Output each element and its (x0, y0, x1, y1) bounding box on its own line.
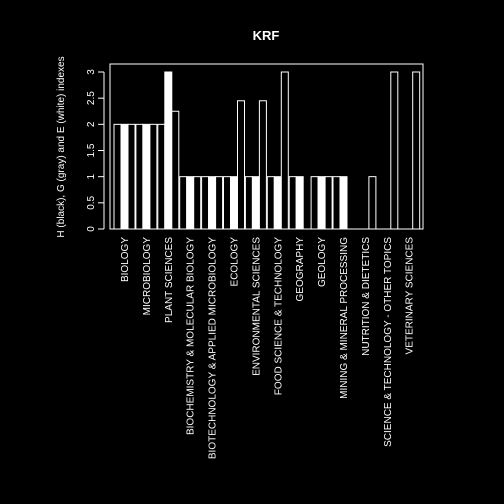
bar-g-1 (142, 123, 151, 230)
x-category-label-2: PLANT SCIENCES (164, 237, 175, 323)
bar-e-6 (258, 100, 267, 230)
bar-h-1 (135, 123, 144, 230)
bar-g-0 (120, 123, 129, 230)
bar-e-9 (324, 176, 333, 230)
y-axis: 0 0.5 1 1.5 2 2.5 3 (86, 69, 105, 232)
bar-h-7 (266, 176, 275, 230)
bar-h-10 (332, 176, 341, 230)
bar-g-6 (251, 176, 260, 230)
bar-h-5 (223, 176, 231, 230)
x-category-label-5: ECOLOGY (230, 237, 241, 287)
bar-e-1 (149, 123, 158, 230)
x-axis-labels: BIOLOGY MICROBIOLOGY PLANT SCIENCES BIOCHEM… (120, 237, 416, 459)
bar-e-13 (412, 71, 421, 230)
x-category-label-0: BIOLOGY (120, 237, 131, 282)
plot-frame (109, 63, 424, 230)
x-category-label-4: BIOTECHNOLOGY & APPLIED MICROBIOLOGY (208, 237, 219, 459)
chart-title: KRF (253, 28, 280, 43)
x-category-label-1: MICROBIOLOGY (142, 237, 153, 316)
bar-g-5 (230, 176, 238, 230)
bar-g-3 (186, 176, 195, 230)
x-category-label-6: ENVIRONMENTAL SCIENCES (251, 237, 262, 376)
y-tick-label-4: 2 (86, 121, 97, 127)
bar-e-5 (237, 100, 245, 230)
bar-h-2 (157, 123, 166, 230)
bar-g-10 (339, 176, 348, 230)
bar-e-12 (390, 71, 399, 230)
bar-g-4 (208, 176, 217, 230)
y-tick-label-0: 0 (86, 226, 97, 232)
bar-h-6 (244, 176, 253, 230)
bar-g-9 (317, 176, 326, 230)
bar-g-8 (295, 176, 304, 230)
x-category-label-13: VETERINARY SCIENCES (405, 237, 416, 355)
y-tick-label-1: 0.5 (86, 195, 97, 209)
bar-g-7 (273, 176, 282, 230)
bar-e-2 (171, 110, 180, 230)
bars (113, 71, 421, 230)
bar-h-0 (113, 123, 122, 230)
bar-e-3 (193, 176, 202, 230)
y-tick-label-2: 1 (86, 173, 97, 179)
bar-h-8 (288, 176, 297, 230)
y-axis-label: H (black), G (gray) and E (white) indexe… (56, 56, 67, 237)
bar-h-3 (179, 176, 188, 230)
bar-e-11 (368, 176, 377, 230)
y-tick-label-6: 3 (86, 69, 97, 75)
x-category-label-7: FOOD SCIENCE & TECHNOLOGY (273, 237, 284, 396)
bar-e-4 (215, 176, 224, 230)
y-tick-label-5: 2.5 (86, 91, 97, 105)
x-category-label-12: SCIENCE & TECHNOLOGY - OTHER TOPICS (383, 237, 394, 447)
bar-e-0 (127, 123, 136, 230)
x-category-label-11: NUTRITION & DIETETICS (361, 237, 372, 356)
bar-h-4 (201, 176, 210, 230)
bar-g-2 (164, 71, 173, 230)
bar-e-7 (280, 71, 289, 230)
x-category-label-10: MINING & MINERAL PROCESSING (339, 237, 350, 399)
x-category-label-3: BIOCHEMISTRY & MOLECULAR BIOLOGY (186, 237, 197, 435)
bar-h-9 (310, 176, 319, 230)
x-category-label-8: GEOGRAPHY (295, 237, 306, 302)
y-tick-label-3: 1.5 (86, 143, 97, 157)
x-category-label-9: GEOLOGY (317, 237, 328, 287)
